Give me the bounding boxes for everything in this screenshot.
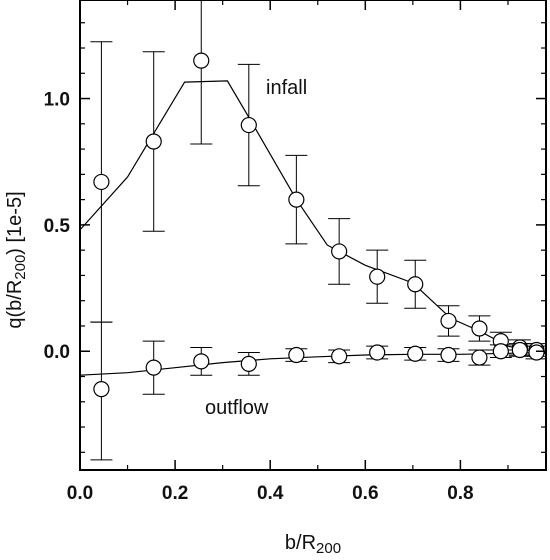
y-tick-label: 0.5 <box>44 216 71 237</box>
chart-marks <box>80 0 546 461</box>
series-1-point-2 <box>193 353 210 370</box>
series-1-point-9 <box>471 349 488 366</box>
axis-ticks: 0.0 0.2 0.4 0.6 0.8 0.0 0.5 1.0 <box>44 0 546 504</box>
series-1-point-7 <box>407 345 424 362</box>
series-0-point-3 <box>240 116 257 134</box>
annotation-outflow: outflow <box>205 397 269 419</box>
series-0-point-2 <box>193 52 210 69</box>
series-0-point-9 <box>471 320 488 337</box>
series-1 <box>80 321 546 461</box>
series-0 <box>80 0 546 359</box>
series-0-point-4 <box>288 191 305 208</box>
x-tick-label: 0.4 <box>257 483 284 504</box>
series-0-point-8 <box>440 312 457 330</box>
series-0-point-5 <box>331 243 348 260</box>
series-1-point-8 <box>440 346 457 364</box>
x-tick-label: 0.8 <box>447 483 473 504</box>
y-axis-label: q(b/R200) [1e-5] <box>4 191 29 328</box>
series-0-errorbar-2 <box>190 0 213 145</box>
plot-frame <box>79 0 547 471</box>
series-1-point-10 <box>492 343 509 360</box>
series-0-point-1 <box>145 133 162 150</box>
y-tick-label: 1.0 <box>44 90 70 111</box>
series-1-point-4 <box>288 346 305 364</box>
series-0-point-7 <box>407 276 424 293</box>
series-1-point-6 <box>369 344 386 361</box>
x-tick-label: 0.2 <box>162 483 188 504</box>
series-0-curve <box>80 80 546 355</box>
x-axis-label: b/R200 <box>285 532 341 557</box>
series-1-point-1 <box>145 359 162 376</box>
annotation-infall: infall <box>266 77 307 99</box>
series-0-point-6 <box>369 268 386 285</box>
series-1-point-5 <box>331 348 348 365</box>
x-tick-label: 0.6 <box>352 483 378 504</box>
x-tick-label: 0.0 <box>67 483 93 504</box>
y-tick-label: 0.0 <box>44 342 70 363</box>
series-1-point-0 <box>93 381 110 398</box>
series-1-point-3 <box>240 355 257 372</box>
series-0-point-0 <box>93 173 110 191</box>
series-1-point-12 <box>528 344 545 361</box>
series-1-point-11 <box>511 341 528 359</box>
